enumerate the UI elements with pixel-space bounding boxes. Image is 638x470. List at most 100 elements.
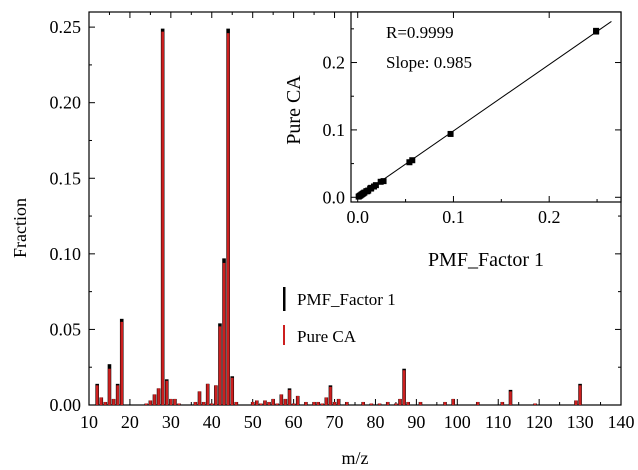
x-tick-label: 140 (608, 412, 635, 432)
inset-tick-labels: 0.0 0.1 0.2 0.0 0.1 0.2 (323, 53, 561, 227)
main-y-axis-label: Fraction (10, 198, 30, 258)
bar-pure-ca (533, 403, 537, 405)
inset-x-tick-label: 0.0 (346, 207, 369, 227)
bar-pure-ca (210, 403, 214, 405)
inset-point (372, 182, 379, 189)
bar-pure-ca (574, 400, 578, 405)
bar-pure-ca (112, 398, 115, 405)
bar-pure-ca (218, 326, 222, 405)
inset-point (409, 157, 416, 164)
x-tick-label: 10 (80, 412, 98, 432)
inset-y-tick-label: 0.0 (323, 187, 346, 207)
bar-pure-ca (251, 401, 254, 405)
bar-pure-ca (501, 401, 504, 405)
bar-pure-ca (144, 403, 148, 405)
bar-pure-ca (361, 401, 365, 405)
bar-pure-ca (378, 403, 381, 405)
main-x-axis-label: m/z (342, 448, 369, 468)
legend-swatch-pure-ca (283, 325, 285, 345)
bar-pure-ca (275, 403, 279, 405)
bar-pure-ca (157, 388, 160, 405)
inset-point (447, 130, 454, 137)
inset-axis-ticks (351, 12, 621, 202)
bar-pure-ca (259, 403, 263, 405)
bar-pure-ca (370, 403, 373, 405)
inset-point (380, 178, 387, 185)
bar-pure-ca (271, 398, 275, 405)
inset-y-tick-label: 0.2 (323, 53, 346, 73)
bar-pure-ca (116, 385, 119, 405)
y-tick-label: 0.05 (50, 319, 82, 339)
x-tick-label: 50 (244, 412, 262, 432)
bar-pure-ca (320, 403, 324, 405)
bar-pure-ca (578, 385, 582, 405)
x-tick-label: 80 (366, 412, 384, 432)
inset-x-tick-label: 0.1 (442, 207, 465, 227)
bar-pure-ca (333, 401, 336, 405)
bar-pure-ca (288, 389, 291, 405)
bar-pure-ca (153, 394, 156, 405)
x-tick-label: 30 (162, 412, 180, 432)
bar-pure-ca (325, 397, 328, 405)
inset-fit-line (357, 21, 612, 198)
inset-y-tick-label: 0.1 (323, 120, 346, 140)
bar-pure-ca (419, 401, 422, 405)
bar-pure-ca (267, 401, 271, 405)
inset-annotation-r: R=0.9999 (386, 23, 454, 42)
bar-pure-ca (451, 398, 455, 405)
y-tick-label: 0.10 (50, 244, 82, 264)
bar-pure-ca (108, 368, 111, 405)
bar-pure-ca (149, 400, 152, 405)
bar-pure-ca (173, 398, 177, 405)
bar-pure-ca (386, 401, 390, 405)
legend: PMF_Factor 1 Pure CA (283, 287, 396, 346)
bar-pure-ca (304, 401, 308, 405)
bar-pure-ca (316, 401, 320, 405)
x-tick-label: 120 (526, 412, 553, 432)
bar-pure-ca (230, 377, 234, 405)
inset-scatter-chart: 0.0 0.1 0.2 0.0 0.1 0.2 R=0.9999 Slope: 0.985… (283, 11, 622, 271)
bar-pure-ca (312, 401, 316, 405)
bar-pure-ca (255, 400, 259, 405)
x-tick-label: 20 (121, 412, 139, 432)
x-tick-label: 130 (567, 412, 594, 432)
inset-y-axis-label: Pure CA (283, 75, 305, 145)
bar-pure-ca (280, 394, 283, 405)
bar-pure-ca (235, 401, 238, 405)
bar-pure-ca (194, 401, 197, 405)
bar-pure-ca (296, 395, 300, 405)
legend-label-pmf-factor-1: PMF_Factor 1 (297, 290, 396, 309)
bar-pure-ca (226, 33, 230, 406)
x-tick-label: 90 (407, 412, 425, 432)
y-tick-label: 0.20 (50, 93, 82, 113)
bar-pure-ca (104, 401, 107, 405)
bar-pure-ca (476, 401, 480, 405)
bar-pure-ca (206, 383, 209, 405)
bar-pure-ca (509, 391, 512, 405)
main-tick-labels: 10 20 30 40 50 60 70 80 90 100 110 120 130 140 0.00 0.0… (50, 17, 635, 432)
bar-pure-ca (402, 370, 406, 405)
bar-pure-ca (198, 391, 201, 405)
y-tick-label: 0.00 (50, 395, 82, 415)
x-tick-label: 100 (444, 412, 471, 432)
x-tick-label: 70 (326, 412, 344, 432)
bar-pure-ca (165, 380, 169, 405)
bar-pure-ca (263, 400, 267, 405)
inset-point (593, 28, 600, 35)
bar-pure-ca (406, 401, 410, 405)
x-tick-label: 40 (203, 412, 221, 432)
bar-pure-ca (202, 401, 205, 405)
inset-points (355, 27, 600, 200)
bar-pure-ca (345, 401, 349, 405)
inset-annotation-slope: Slope: 0.985 (386, 53, 472, 72)
bar-pure-ca (222, 262, 226, 405)
bar-pure-ca (337, 398, 340, 405)
bar-pure-ca (95, 385, 99, 405)
bar-pure-ca (443, 401, 447, 405)
bar-pure-ca (214, 385, 218, 405)
legend-label-pure-ca: Pure CA (297, 327, 357, 346)
x-tick-label: 60 (285, 412, 303, 432)
bar-pure-ca (169, 398, 173, 405)
inset-x-tick-label: 0.2 (538, 207, 561, 227)
